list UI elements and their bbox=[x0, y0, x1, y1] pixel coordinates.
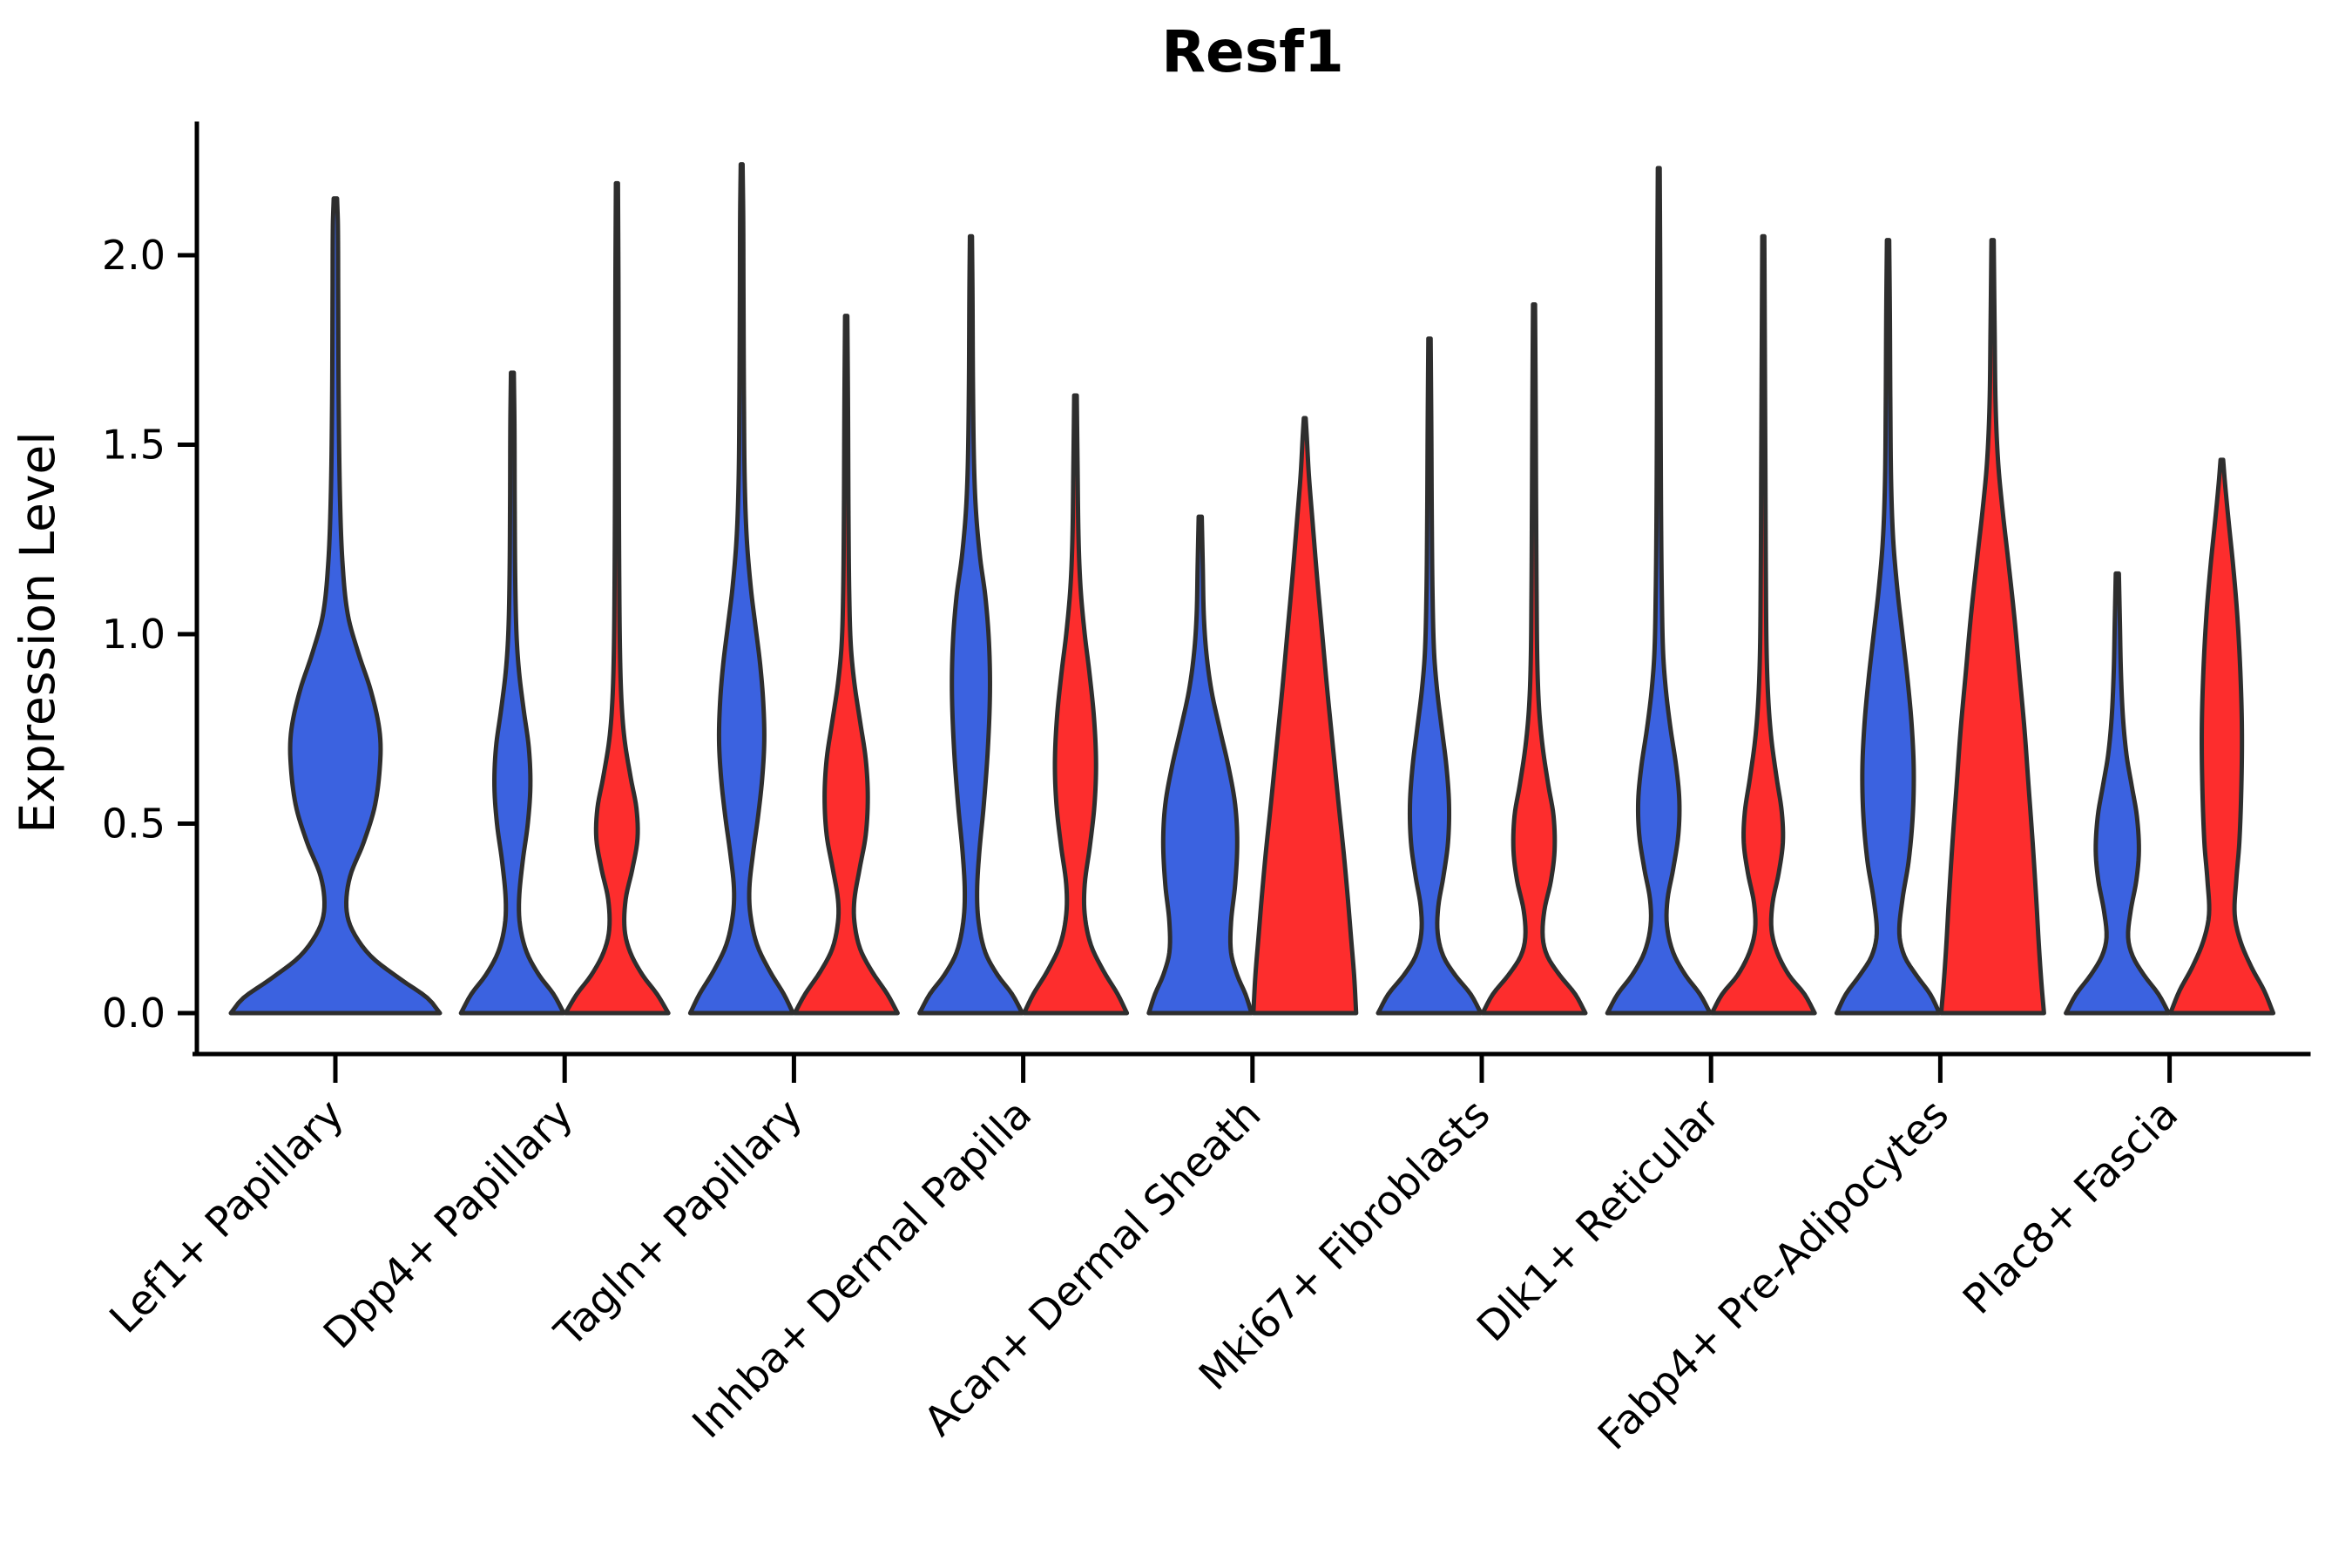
x-tick-label-plac8-fascia: Plac8+ Fascia bbox=[1954, 1091, 2187, 1324]
violins-layer bbox=[228, 162, 2276, 1016]
violin-blue-fabp4-pre-adipocytes bbox=[1834, 238, 1942, 1016]
x-tick-label-tagln-papillary: Tagln+ Papillary bbox=[545, 1091, 812, 1357]
violin-blue-mki67-fibroblasts bbox=[1375, 336, 1484, 1016]
violin-red-fabp4-pre-adipocytes bbox=[1938, 238, 2046, 1016]
y-tick-labels: 0.0 0.5 1.0 1.5 2.0 bbox=[102, 232, 197, 1037]
violin-red-tagln-papillary bbox=[792, 314, 900, 1016]
y-tick-label: 2.0 bbox=[102, 232, 166, 279]
violin-red-acan-dermal-sheath bbox=[1251, 416, 1359, 1016]
violin-red-mki67-fibroblasts bbox=[1480, 302, 1588, 1016]
violin-blue-inhba-dermal-papilla bbox=[917, 233, 1025, 1016]
violin-blue-tagln-papillary bbox=[687, 162, 795, 1016]
y-tick-label: 0.0 bbox=[102, 990, 166, 1037]
violin-blue-plac8-fascia bbox=[2064, 571, 2172, 1016]
violin-red-dpp4-papillary bbox=[563, 180, 671, 1016]
violin-blue-acan-dermal-sheath bbox=[1146, 514, 1254, 1016]
y-tick-label: 1.5 bbox=[102, 422, 166, 469]
violin-blue-dpp4-papillary bbox=[458, 370, 566, 1016]
violin-blue-lef1-papillary bbox=[228, 196, 443, 1016]
violin-red-inhba-dermal-papilla bbox=[1022, 393, 1130, 1016]
x-tick-label-lef1-papillary: Lef1+ Papillary bbox=[101, 1091, 354, 1343]
violin-red-plac8-fascia bbox=[2168, 457, 2276, 1016]
x-tick-label-dlk1-reticular: Dlk1+ Reticular bbox=[1468, 1090, 1729, 1351]
chart-title: Resf1 bbox=[1161, 18, 1344, 85]
violin-blue-dlk1-reticular bbox=[1605, 166, 1713, 1016]
y-axis-label: Expression Level bbox=[10, 431, 65, 833]
y-tick-label: 1.0 bbox=[102, 611, 166, 658]
x-tick-label-dpp4-papillary: Dpp4+ Papillary bbox=[314, 1091, 583, 1359]
violin-red-dlk1-reticular bbox=[1709, 233, 1817, 1016]
y-tick-label: 0.5 bbox=[102, 801, 166, 848]
